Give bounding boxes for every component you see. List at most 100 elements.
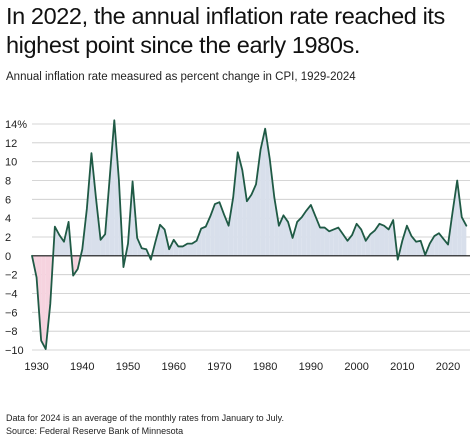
source-note: Source: Federal Reserve Bank of Minnesot… — [6, 426, 184, 436]
data-point — [67, 221, 69, 223]
data-point — [141, 247, 143, 249]
area-positive — [306, 204, 311, 256]
area-negative — [73, 255, 78, 276]
data-point — [195, 240, 197, 242]
area-positive — [406, 225, 412, 256]
data-point — [314, 215, 316, 217]
y-tick-label: −2 — [5, 270, 18, 282]
data-point — [269, 158, 271, 160]
data-point — [122, 266, 124, 268]
data-point — [406, 225, 408, 227]
data-point — [95, 197, 97, 199]
area-positive — [416, 240, 421, 256]
area-positive — [461, 217, 467, 256]
area-positive — [86, 153, 92, 256]
data-point — [342, 233, 344, 235]
area-positive — [324, 227, 330, 256]
data-point — [186, 242, 188, 244]
x-tick-label: 2010 — [390, 361, 414, 373]
data-point — [447, 243, 449, 245]
area-positive — [297, 217, 302, 256]
data-point — [173, 239, 175, 241]
data-point — [438, 232, 440, 234]
data-point — [456, 179, 458, 181]
data-point — [237, 151, 239, 153]
data-point — [118, 178, 120, 180]
data-point — [109, 176, 111, 178]
data-point — [163, 228, 165, 230]
data-point — [387, 228, 389, 230]
area-positive — [178, 246, 183, 256]
area-positive — [265, 128, 270, 256]
y-tick-label: 0 — [5, 251, 11, 263]
x-tick-label: 1930 — [24, 361, 48, 373]
area-positive — [333, 227, 339, 256]
y-tick-label: 12 — [5, 138, 17, 150]
data-point — [287, 221, 289, 223]
area-positive — [196, 228, 202, 256]
x-tick-label: 1960 — [161, 361, 185, 373]
area-positive — [452, 180, 458, 256]
area-positive — [283, 215, 289, 256]
area-positive — [251, 184, 257, 256]
data-point — [131, 180, 133, 182]
area-negative — [41, 255, 46, 350]
data-point — [246, 200, 248, 202]
area-fill — [32, 120, 467, 350]
y-tick-label: 14% — [5, 119, 27, 131]
area-positive — [384, 225, 389, 256]
data-point — [154, 241, 156, 243]
y-tick-label: −10 — [5, 345, 24, 357]
data-point — [127, 242, 129, 244]
y-axis-ticks: 14% 12 10 8 6 4 2 0 −2 −4 −6 −8 −10 — [5, 119, 27, 357]
area-positive — [219, 202, 225, 256]
area-positive — [269, 158, 275, 256]
data-point — [451, 210, 453, 212]
area-positive — [173, 239, 179, 256]
area-positive — [114, 120, 119, 256]
data-point — [333, 228, 335, 230]
data-point — [145, 248, 147, 250]
area-positive — [356, 223, 362, 256]
data-point — [31, 255, 33, 257]
area-positive — [155, 224, 161, 256]
x-tick-label: 1990 — [299, 361, 323, 373]
area-positive — [201, 226, 206, 256]
data-point — [365, 240, 367, 242]
area-positive — [429, 236, 435, 256]
area-positive — [246, 194, 252, 256]
area-positive — [301, 210, 307, 256]
data-point — [415, 241, 417, 243]
chart-title: In 2022, the annual inflation rate reach… — [6, 3, 445, 58]
area-positive — [228, 197, 234, 256]
data-point — [291, 237, 293, 239]
data-point — [355, 223, 357, 225]
data-point — [54, 225, 56, 227]
data-point — [419, 240, 421, 242]
data-point — [301, 216, 303, 218]
data-point — [383, 225, 385, 227]
data-point — [282, 214, 284, 216]
data-point — [40, 339, 42, 341]
data-point — [278, 225, 280, 227]
area-positive — [443, 238, 449, 256]
area-positive — [237, 152, 243, 256]
area-positive — [141, 248, 147, 256]
area-positive — [160, 224, 165, 256]
data-point — [429, 242, 431, 244]
data-point — [58, 234, 60, 236]
data-point — [214, 203, 216, 205]
area-positive — [274, 197, 279, 256]
data-point — [90, 152, 92, 154]
data-point — [323, 226, 325, 228]
y-tick-label: −4 — [5, 289, 18, 301]
data-point — [465, 225, 467, 227]
data-point — [168, 248, 170, 250]
area-positive — [288, 221, 293, 256]
area-positive — [338, 227, 343, 256]
data-point — [241, 169, 243, 171]
data-point — [273, 196, 275, 198]
data-point — [45, 348, 47, 350]
data-point — [205, 225, 207, 227]
area-positive — [379, 223, 385, 256]
